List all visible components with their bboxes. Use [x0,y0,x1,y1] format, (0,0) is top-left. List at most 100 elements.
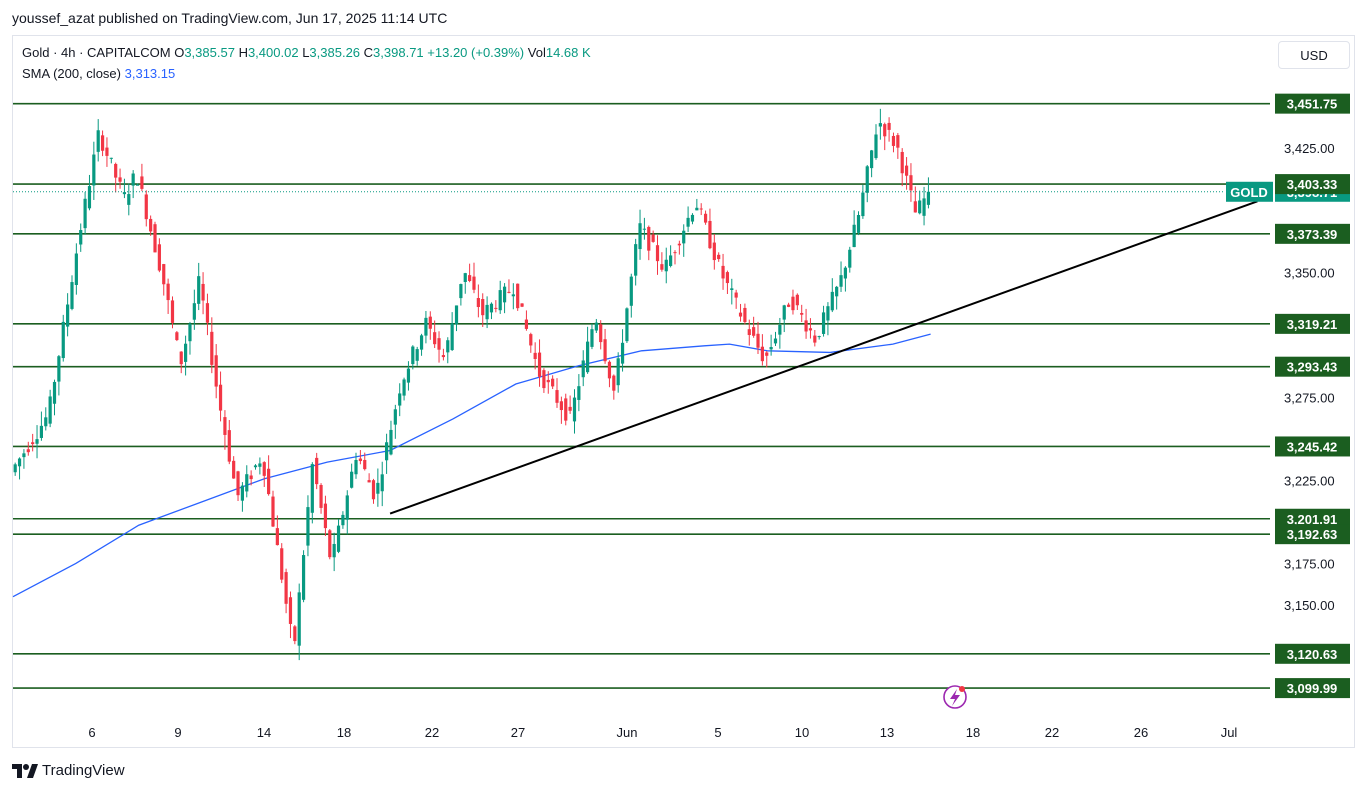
candle-body [524,319,529,329]
candle-body [791,296,795,311]
candle-body [371,480,376,500]
y-tick-4: 3,350.00 [1284,266,1335,281]
x-tick-13: Jul [1221,725,1238,740]
candle-body [105,147,109,156]
candle-body [389,429,393,455]
candle-body [153,224,157,253]
level-label-3: 3,319.21 [1287,317,1338,332]
candle-body [240,485,245,501]
candle-body [620,342,625,364]
level-label-6: 3,201.91 [1287,512,1338,527]
candle-body [664,259,668,272]
flash-icon[interactable] [943,685,967,709]
candle-body [127,194,131,205]
candle-body [647,226,651,251]
candle-body [472,276,476,290]
candle-body [214,355,218,387]
symbol-label[interactable]: Gold · 4h · CAPITALCOM [22,45,171,60]
level-label-0: 3,451.75 [1287,97,1338,112]
candle-body [122,192,127,195]
candle-body [70,282,74,309]
candle-body [411,346,415,365]
candle-body [157,244,161,271]
candle-body [826,306,830,321]
trendline-group[interactable] [389,200,1258,515]
candle-body [594,322,598,331]
candle-body [306,507,310,546]
trendline[interactable] [389,200,1258,515]
candle-body [848,249,852,268]
candle-body [13,464,17,473]
candle-body [695,207,699,211]
candle-body [22,453,26,458]
x-tick-4: 22 [425,725,439,740]
sma-line[interactable] [12,333,931,598]
candle-body [555,390,559,403]
x-axis[interactable]: 6 9 14 18 22 27 Jun 5 10 13 18 22 26 Jul [88,725,1237,740]
candle-body [800,312,804,315]
candle-body [319,484,323,508]
candle-body [804,320,808,332]
candle-body [210,331,214,365]
symbol-price-tag [1226,181,1273,202]
low-value: 3,385.26 [309,45,361,60]
sma-label: SMA (200, close) [22,66,121,81]
candle-body [870,150,874,169]
candle-body [350,471,354,488]
candle-body [616,358,620,386]
candle-body [367,480,371,483]
candle-body [468,275,472,281]
candle-body [336,525,341,552]
level-label-box-1 [1275,174,1350,195]
candle-body [419,335,424,350]
candle-body [249,475,253,480]
candle-body [922,198,926,216]
candle-body [354,459,358,475]
level-label-4: 3,293.43 [1287,360,1338,375]
tradingview-logo[interactable]: TradingView [12,762,125,779]
level-label-2: 3,373.39 [1287,227,1338,242]
candle-body [839,275,843,287]
y-tick-3: 3,275.00 [1284,390,1335,405]
sma-legend[interactable]: SMA (200, close) 3,313.15 [22,66,175,81]
candle-body [494,307,498,309]
candle-body [673,252,677,254]
candle-body [485,304,489,320]
x-tick-11: 22 [1045,725,1059,740]
candle-body [74,253,78,285]
candle-body [773,338,778,344]
candle-body [489,303,494,313]
candle-body [463,273,467,283]
candle-body [634,244,638,276]
candle-body [384,442,389,461]
open-value: 3,385.57 [184,45,235,60]
candle-body [284,572,288,604]
candle-body [730,288,734,290]
candle-body [26,449,30,453]
candle-body [703,213,708,223]
x-tick-7: 5 [714,725,721,740]
candle-body [651,234,655,242]
candle-body [162,264,166,285]
candle-body [878,123,882,127]
candle-body [564,398,568,421]
y-axis[interactable]: 3,150.00 3,175.00 3,225.00 3,275.00 3,350.00… [1284,141,1335,613]
level-label-1: 3,403.33 [1287,177,1338,192]
candle-body [92,154,96,186]
candle-body [205,303,210,323]
currency-button[interactable]: USD [1278,41,1350,69]
candle-body [275,528,279,546]
candle-body [585,341,590,373]
x-tick-12: 26 [1134,725,1148,740]
candle-body [79,230,83,245]
candle-body [131,173,135,186]
y-tick-2: 3,225.00 [1284,473,1335,488]
candle-body [183,343,188,362]
candle-body [258,463,262,467]
candle-body [293,626,297,642]
candle-body [61,321,65,359]
candle-body [712,242,716,261]
candle-body [830,291,834,311]
candle-body [17,458,22,467]
